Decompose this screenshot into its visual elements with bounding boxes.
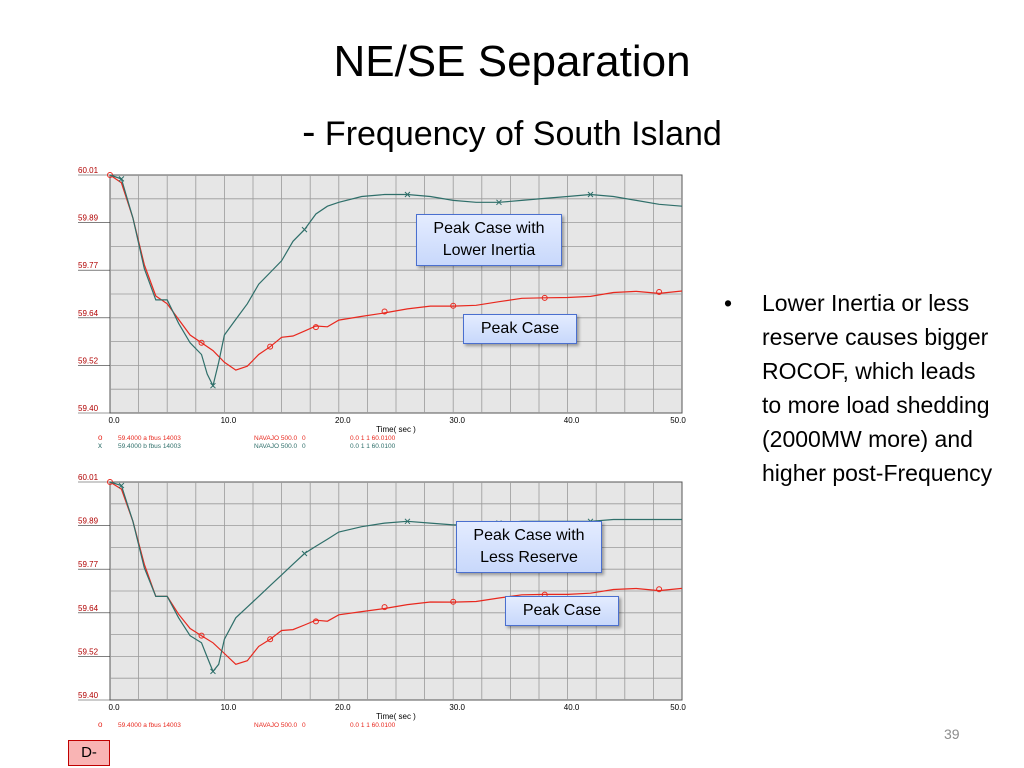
- y-tick-label: 59.89: [78, 517, 99, 526]
- x-axis-label: Time( sec ): [376, 712, 416, 721]
- y-tick-label: 59.77: [78, 261, 99, 270]
- series-a-marker: [198, 339, 205, 346]
- x-tick-label: 30.0: [449, 703, 465, 712]
- series-a-marker: [107, 479, 113, 485]
- series-b-marker: [118, 176, 125, 182]
- slide-subtitle: - Frequency of South Island: [0, 110, 1024, 156]
- series-line-a: [109, 174, 683, 371]
- bullet-dot: •: [724, 290, 733, 316]
- series-b-marker: [404, 518, 411, 525]
- x-tick-label: 50.0: [670, 703, 686, 712]
- x-tick-label: 50.0: [670, 416, 686, 425]
- series-a-marker: [381, 308, 388, 315]
- series-a-marker: [541, 294, 548, 301]
- y-tick-label: 59.52: [78, 356, 99, 365]
- series-b-marker: [587, 191, 594, 198]
- legend-text: 0.0 1 1 60.0100: [350, 443, 396, 450]
- series-b-marker: [301, 550, 308, 557]
- x-tick-label: 10.0: [221, 703, 237, 712]
- x-tick-label: 0.0: [108, 703, 120, 712]
- subtitle-dash: -: [302, 110, 316, 154]
- x-tick-label: 20.0: [335, 703, 351, 712]
- y-tick-label: 59.77: [78, 560, 99, 569]
- x-tick-label: 10.0: [221, 416, 237, 425]
- y-tick-label: 60.01: [78, 166, 99, 175]
- series-a-marker: [450, 598, 457, 605]
- series-a-marker: [312, 324, 319, 331]
- series-b-marker: [404, 191, 411, 198]
- series-a-marker: [656, 586, 663, 593]
- legend-marker: x: [98, 728, 102, 730]
- legend-text: 0.0 1 1 60.0100: [350, 435, 396, 442]
- series-a-marker: [198, 632, 205, 639]
- y-tick-label: 59.52: [78, 647, 99, 656]
- series-a-marker: [267, 343, 274, 350]
- slide-title: NE/SE Separation: [333, 37, 691, 86]
- y-tick-label: 59.89: [78, 214, 99, 223]
- legend-text: NAVAJO 500.0: [254, 722, 297, 729]
- series-a-marker: [656, 289, 663, 296]
- series-line-a: [109, 481, 683, 665]
- series-b-marker: [210, 668, 216, 675]
- callout-peak-case-lower-inertia: Peak Case with Lower Inertia: [416, 214, 562, 266]
- slide-badge: D-: [68, 740, 110, 766]
- frequency-chart-less-reserve: 60.01 59.89 59.77 59.64 59.52 59.40 0.0 10.0 20.…: [78, 473, 686, 730]
- legend-text: 0: [302, 443, 306, 450]
- x-tick-label: 30.0: [449, 416, 465, 425]
- series-b-marker: [496, 199, 502, 206]
- legend-text: 0.0 1 1 60.0100: [350, 722, 396, 729]
- legend-text: 59.4000 a fbus 14003: [118, 435, 181, 442]
- legend-text: NAVAJO 500.0: [254, 435, 297, 442]
- y-tick-label: 59.40: [78, 404, 99, 413]
- legend-text: NAVAJO 500.0: [254, 443, 297, 450]
- x-tick-label: 0.0: [108, 416, 120, 425]
- legend-text: 59.4000 b fbus 14003: [118, 443, 181, 450]
- x-tick-label: 40.0: [564, 416, 580, 425]
- legend-text: 0: [302, 435, 306, 442]
- x-axis-label: Time( sec ): [376, 425, 416, 434]
- y-tick-label: 59.64: [78, 309, 99, 318]
- series-b-marker: [118, 482, 125, 489]
- x-tick-label: 40.0: [564, 703, 580, 712]
- callout-peak-case-less-reserve: Peak Case with Less Reserve: [456, 521, 602, 573]
- series-b-marker: [210, 382, 216, 389]
- y-tick-label: 59.64: [78, 604, 99, 613]
- x-tick-label: 20.0: [335, 416, 351, 425]
- slide-number: 39: [944, 726, 960, 742]
- legend-marker: o: [98, 720, 103, 729]
- callout-peak-case-top: Peak Case: [463, 314, 577, 344]
- callout-peak-case-bottom: Peak Case: [505, 596, 619, 626]
- legend-text: 0: [302, 722, 306, 729]
- subtitle-text: Frequency of South Island: [324, 115, 722, 153]
- y-tick-label: 60.01: [78, 473, 99, 482]
- bullet-text: Lower Inertia or less reserve causes big…: [762, 290, 993, 486]
- series-a-marker: [107, 172, 113, 178]
- series-b-marker: [301, 226, 308, 233]
- series-line-b: [109, 174, 683, 388]
- series-a-marker: [312, 618, 319, 625]
- series-a-marker: [267, 636, 274, 643]
- legend-text: 59.4000 a fbus 14003: [118, 722, 181, 729]
- series-a-marker: [450, 302, 457, 309]
- y-tick-label: 59.40: [78, 691, 99, 700]
- frequency-chart-lower-inertia: 60.01 59.89 59.77 59.64 59.52 59.40 0.0 10.0 20.…: [78, 166, 686, 450]
- series-a-marker: [381, 604, 388, 611]
- legend-marker: x: [98, 441, 102, 450]
- legend-marker: o: [98, 433, 103, 442]
